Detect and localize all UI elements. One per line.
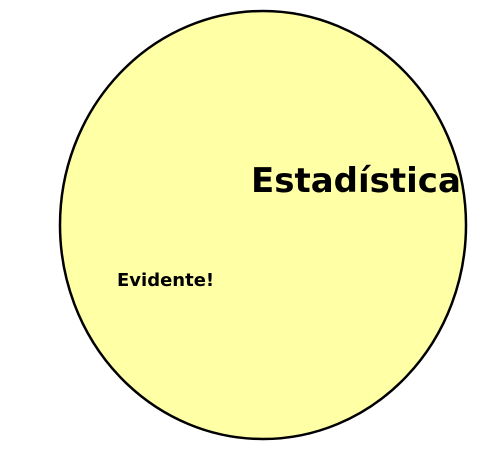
statistics-label: Estadística — [251, 161, 461, 201]
statistics-circle — [58, 9, 468, 441]
evident-label: Evidente! — [117, 270, 214, 291]
